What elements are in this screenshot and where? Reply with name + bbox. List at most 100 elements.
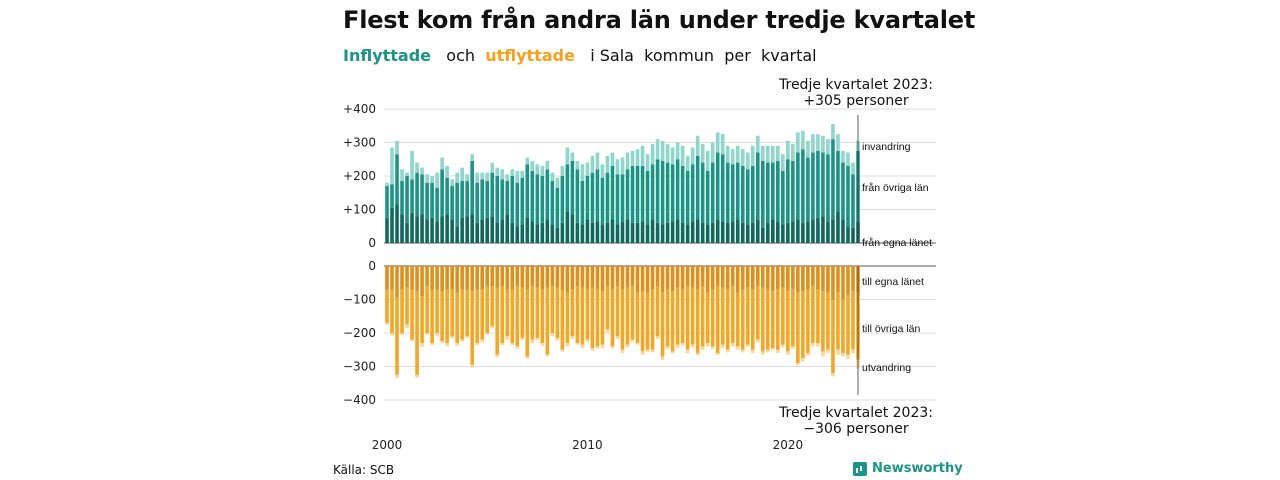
- bar-in-ovriga: [730, 164, 735, 222]
- bar-out-ovriga: [450, 289, 454, 337]
- bar-in-invandring: [520, 170, 525, 178]
- bar-in-egna: [670, 221, 675, 243]
- bar-out-utvandring: [781, 344, 785, 348]
- bar-in-egna: [610, 219, 615, 243]
- bar-in-ovriga: [415, 172, 419, 217]
- bar-in-egna: [555, 227, 560, 243]
- y-tick-out: −100: [343, 293, 376, 307]
- bar-in-ovriga: [645, 170, 650, 225]
- bar-out-egna: [665, 266, 670, 290]
- bar-in-ovriga: [480, 179, 485, 220]
- bar-out-egna: [715, 266, 720, 287]
- bar-out-egna: [841, 266, 845, 300]
- bar-out-ovriga: [750, 289, 755, 350]
- bar-in-ovriga: [725, 162, 730, 223]
- bar-in-invandring: [710, 142, 715, 163]
- bar-in-invandring: [400, 169, 404, 182]
- bar-out-utvandring: [700, 346, 705, 350]
- bar-in-egna: [730, 221, 735, 243]
- y-tick-in: +400: [343, 102, 376, 116]
- bar-in-invandring: [690, 147, 695, 165]
- bar-out-utvandring: [816, 343, 820, 347]
- bar-in-egna: [680, 222, 685, 243]
- bar-in-egna: [816, 217, 820, 243]
- bar-in-invandring: [735, 145, 740, 163]
- bar-in-ovriga: [695, 155, 700, 220]
- bar-in-egna: [690, 221, 695, 243]
- bar-out-egna: [390, 266, 394, 290]
- series-label-till_egna: till egna länet: [862, 276, 924, 288]
- bar-out-utvandring: [485, 333, 490, 335]
- bar-out-ovriga: [821, 291, 825, 352]
- bar-out-ovriga: [806, 289, 810, 354]
- bar-in-ovriga: [475, 182, 479, 223]
- bar-out-utvandring: [755, 339, 760, 343]
- bar-out-ovriga: [786, 291, 790, 352]
- bar-out-egna: [776, 266, 780, 290]
- bar-out-ovriga: [685, 286, 690, 350]
- bar-out-utvandring: [410, 339, 414, 342]
- bar-out-egna: [535, 266, 540, 288]
- bar-out-ovriga: [796, 292, 800, 364]
- bar-in-invandring: [826, 139, 830, 155]
- bar-out-egna: [475, 266, 479, 290]
- bar-in-ovriga: [585, 176, 590, 220]
- bar-in-ovriga: [735, 162, 740, 220]
- bar-out-ovriga: [620, 289, 625, 350]
- bar-out-egna: [826, 266, 830, 293]
- bar-out-ovriga: [455, 292, 459, 344]
- bar-out-egna: [490, 266, 495, 287]
- bar-out-egna: [650, 266, 655, 290]
- bar-out-ovriga: [831, 299, 835, 374]
- bar-in-egna: [771, 219, 775, 243]
- bar-in-egna: [630, 222, 635, 243]
- bar-in-egna: [445, 214, 449, 243]
- bar-out-ovriga: [645, 292, 650, 350]
- bar-out-utvandring: [745, 344, 750, 347]
- bar-out-egna: [400, 266, 404, 290]
- bar-out-utvandring: [740, 349, 745, 353]
- bar-out-ovriga: [530, 286, 535, 340]
- bar-out-utvandring: [690, 344, 695, 348]
- bar-in-egna: [841, 219, 845, 243]
- bar-in-invandring: [545, 160, 550, 170]
- y-tick-in: 0: [368, 236, 376, 250]
- bar-in-invandring: [525, 157, 530, 165]
- bar-out-utvandring: [530, 339, 535, 344]
- bar-out-utvandring: [600, 344, 605, 349]
- bar-in-ovriga: [495, 176, 500, 223]
- bar-out-egna: [525, 266, 530, 290]
- bar-in-ovriga: [821, 152, 825, 217]
- bar-in-invandring: [600, 164, 605, 178]
- annotation-bottom: Tredje kvartalet 2023: −306 personer: [776, 405, 936, 437]
- bar-in-egna: [475, 222, 479, 243]
- bar-out-utvandring: [705, 343, 710, 347]
- bar-out-egna: [445, 266, 449, 290]
- bar-out-ovriga: [475, 289, 479, 344]
- bar-out-utvandring: [760, 351, 765, 355]
- bar-in-ovriga: [540, 176, 545, 223]
- bar-out-egna: [605, 266, 610, 287]
- bar-out-egna: [781, 266, 785, 288]
- bar-out-egna: [425, 266, 429, 287]
- bar-in-invandring: [846, 152, 850, 166]
- bar-in-ovriga: [560, 176, 565, 223]
- bar-in-invandring: [535, 164, 540, 175]
- bar-in-invandring: [560, 165, 565, 176]
- bar-in-invandring: [580, 164, 585, 182]
- bar-in-ovriga: [846, 165, 850, 227]
- bar-in-ovriga: [715, 152, 720, 220]
- bar-out-utvandring: [560, 349, 565, 352]
- bar-out-egna: [630, 266, 635, 287]
- bar-out-egna: [545, 266, 550, 288]
- bar-out-egna: [735, 266, 740, 293]
- bar-out-ovriga: [625, 287, 630, 345]
- bar-in-ovriga: [390, 184, 394, 208]
- bar-out-ovriga: [776, 289, 780, 350]
- bar-out-ovriga: [851, 291, 855, 350]
- bar-in-ovriga: [786, 159, 790, 223]
- bar-out-utvandring: [735, 346, 740, 350]
- bar-out-ovriga: [605, 286, 610, 330]
- x-tick-label: 2000: [372, 438, 403, 452]
